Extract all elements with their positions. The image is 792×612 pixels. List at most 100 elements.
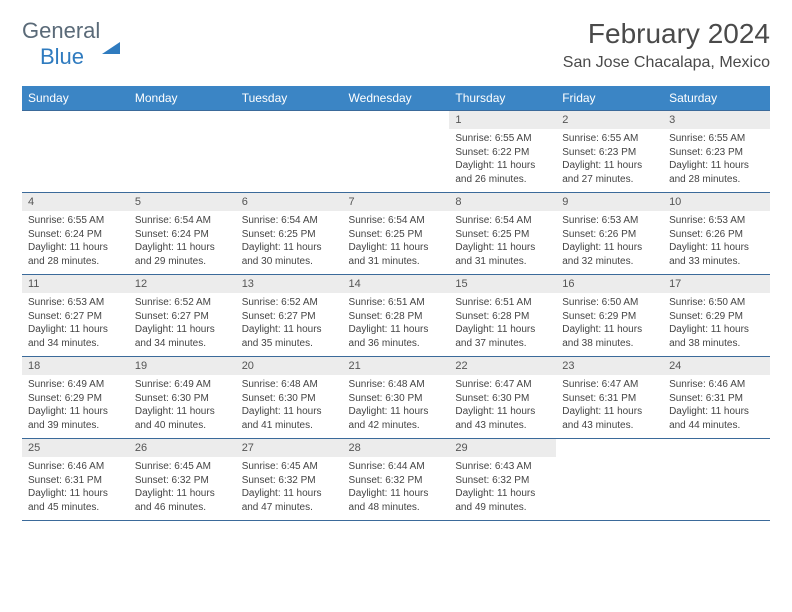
day-content: Sunrise: 6:55 AMSunset: 6:23 PMDaylight:… <box>556 129 663 193</box>
day-content-row: Sunrise: 6:49 AMSunset: 6:29 PMDaylight:… <box>22 375 770 439</box>
empty-cell <box>556 457 663 521</box>
empty-cell <box>129 129 236 193</box>
day-number: 10 <box>663 193 770 212</box>
empty-cell <box>663 457 770 521</box>
empty-cell <box>22 129 129 193</box>
day-content: Sunrise: 6:50 AMSunset: 6:29 PMDaylight:… <box>663 293 770 357</box>
day-number-row: 2526272829 <box>22 439 770 458</box>
day-content: Sunrise: 6:46 AMSunset: 6:31 PMDaylight:… <box>22 457 129 521</box>
day-number: 13 <box>236 275 343 294</box>
day-number: 20 <box>236 357 343 376</box>
day-header: Wednesday <box>343 86 450 111</box>
day-content: Sunrise: 6:54 AMSunset: 6:25 PMDaylight:… <box>343 211 450 275</box>
day-content: Sunrise: 6:45 AMSunset: 6:32 PMDaylight:… <box>129 457 236 521</box>
day-content: Sunrise: 6:49 AMSunset: 6:30 PMDaylight:… <box>129 375 236 439</box>
empty-cell <box>236 111 343 130</box>
logo-triangle-icon <box>102 25 120 54</box>
week: 11121314151617Sunrise: 6:53 AMSunset: 6:… <box>22 275 770 357</box>
day-header: Friday <box>556 86 663 111</box>
day-number: 16 <box>556 275 663 294</box>
day-header: Tuesday <box>236 86 343 111</box>
day-content: Sunrise: 6:51 AMSunset: 6:28 PMDaylight:… <box>449 293 556 357</box>
day-number: 27 <box>236 439 343 458</box>
day-content: Sunrise: 6:54 AMSunset: 6:25 PMDaylight:… <box>449 211 556 275</box>
day-number-row: 18192021222324 <box>22 357 770 376</box>
day-number: 1 <box>449 111 556 130</box>
logo-text-general: General <box>22 18 100 43</box>
empty-cell <box>663 439 770 458</box>
logo-text-blue: Blue <box>40 44 84 69</box>
day-number: 12 <box>129 275 236 294</box>
day-number: 23 <box>556 357 663 376</box>
logo: General Blue <box>22 18 120 70</box>
day-number: 3 <box>663 111 770 130</box>
day-number-row: 45678910 <box>22 193 770 212</box>
day-content-row: Sunrise: 6:46 AMSunset: 6:31 PMDaylight:… <box>22 457 770 521</box>
day-number: 9 <box>556 193 663 212</box>
day-number: 28 <box>343 439 450 458</box>
day-content: Sunrise: 6:53 AMSunset: 6:27 PMDaylight:… <box>22 293 129 357</box>
month-title: February 2024 <box>563 18 770 50</box>
day-content: Sunrise: 6:47 AMSunset: 6:31 PMDaylight:… <box>556 375 663 439</box>
week: 123Sunrise: 6:55 AMSunset: 6:22 PMDaylig… <box>22 111 770 193</box>
week: 45678910Sunrise: 6:55 AMSunset: 6:24 PMD… <box>22 193 770 275</box>
day-number: 26 <box>129 439 236 458</box>
day-content: Sunrise: 6:55 AMSunset: 6:24 PMDaylight:… <box>22 211 129 275</box>
day-number: 15 <box>449 275 556 294</box>
day-content-row: Sunrise: 6:55 AMSunset: 6:24 PMDaylight:… <box>22 211 770 275</box>
header: General Blue February 2024 San Jose Chac… <box>22 18 770 72</box>
day-header: Saturday <box>663 86 770 111</box>
day-number: 11 <box>22 275 129 294</box>
empty-cell <box>343 129 450 193</box>
day-number: 4 <box>22 193 129 212</box>
day-content: Sunrise: 6:49 AMSunset: 6:29 PMDaylight:… <box>22 375 129 439</box>
day-content: Sunrise: 6:52 AMSunset: 6:27 PMDaylight:… <box>129 293 236 357</box>
week: 2526272829Sunrise: 6:46 AMSunset: 6:31 P… <box>22 439 770 521</box>
day-number: 19 <box>129 357 236 376</box>
day-number-row: 123 <box>22 111 770 130</box>
day-content: Sunrise: 6:52 AMSunset: 6:27 PMDaylight:… <box>236 293 343 357</box>
day-number: 14 <box>343 275 450 294</box>
day-number: 18 <box>22 357 129 376</box>
day-content: Sunrise: 6:55 AMSunset: 6:22 PMDaylight:… <box>449 129 556 193</box>
day-content: Sunrise: 6:53 AMSunset: 6:26 PMDaylight:… <box>556 211 663 275</box>
week: 18192021222324Sunrise: 6:49 AMSunset: 6:… <box>22 357 770 439</box>
empty-cell <box>22 111 129 130</box>
location: San Jose Chacalapa, Mexico <box>563 54 770 72</box>
day-content-row: Sunrise: 6:55 AMSunset: 6:22 PMDaylight:… <box>22 129 770 193</box>
day-content: Sunrise: 6:44 AMSunset: 6:32 PMDaylight:… <box>343 457 450 521</box>
day-number: 24 <box>663 357 770 376</box>
day-content-row: Sunrise: 6:53 AMSunset: 6:27 PMDaylight:… <box>22 293 770 357</box>
title-block: February 2024 San Jose Chacalapa, Mexico <box>563 18 770 72</box>
empty-cell <box>236 129 343 193</box>
day-content: Sunrise: 6:50 AMSunset: 6:29 PMDaylight:… <box>556 293 663 357</box>
day-content: Sunrise: 6:48 AMSunset: 6:30 PMDaylight:… <box>236 375 343 439</box>
day-number: 22 <box>449 357 556 376</box>
day-number: 21 <box>343 357 450 376</box>
day-header-row: SundayMondayTuesdayWednesdayThursdayFrid… <box>22 86 770 111</box>
day-number: 5 <box>129 193 236 212</box>
day-content: Sunrise: 6:54 AMSunset: 6:25 PMDaylight:… <box>236 211 343 275</box>
day-content: Sunrise: 6:51 AMSunset: 6:28 PMDaylight:… <box>343 293 450 357</box>
day-header: Monday <box>129 86 236 111</box>
day-content: Sunrise: 6:46 AMSunset: 6:31 PMDaylight:… <box>663 375 770 439</box>
empty-cell <box>129 111 236 130</box>
day-number-row: 11121314151617 <box>22 275 770 294</box>
day-content: Sunrise: 6:55 AMSunset: 6:23 PMDaylight:… <box>663 129 770 193</box>
day-number: 17 <box>663 275 770 294</box>
day-number: 2 <box>556 111 663 130</box>
day-number: 29 <box>449 439 556 458</box>
day-content: Sunrise: 6:54 AMSunset: 6:24 PMDaylight:… <box>129 211 236 275</box>
day-content: Sunrise: 6:43 AMSunset: 6:32 PMDaylight:… <box>449 457 556 521</box>
day-number: 6 <box>236 193 343 212</box>
day-content: Sunrise: 6:47 AMSunset: 6:30 PMDaylight:… <box>449 375 556 439</box>
day-content: Sunrise: 6:48 AMSunset: 6:30 PMDaylight:… <box>343 375 450 439</box>
day-header: Sunday <box>22 86 129 111</box>
day-number: 7 <box>343 193 450 212</box>
day-content: Sunrise: 6:45 AMSunset: 6:32 PMDaylight:… <box>236 457 343 521</box>
empty-cell <box>343 111 450 130</box>
day-header: Thursday <box>449 86 556 111</box>
empty-cell <box>556 439 663 458</box>
day-number: 25 <box>22 439 129 458</box>
day-content: Sunrise: 6:53 AMSunset: 6:26 PMDaylight:… <box>663 211 770 275</box>
